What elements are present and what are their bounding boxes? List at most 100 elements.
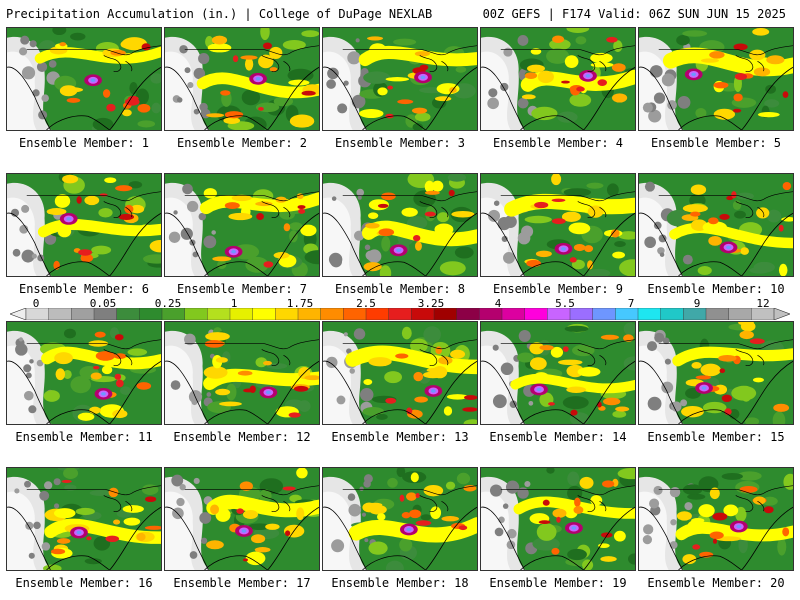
green-blotch xyxy=(259,489,272,503)
orange-blotch xyxy=(611,93,628,103)
heavy-core xyxy=(265,390,271,395)
us-canada-border xyxy=(26,485,161,496)
green-blotch xyxy=(84,558,102,565)
yellow-band xyxy=(361,220,477,247)
gray-blotch xyxy=(206,392,212,397)
orange-blotch xyxy=(137,103,151,113)
orange-blotch xyxy=(395,353,409,359)
yellow-blotch xyxy=(214,504,237,510)
ensemble-map-panel-18 xyxy=(322,467,478,571)
orange-blotch xyxy=(94,331,106,338)
green-blotch xyxy=(304,250,319,265)
colorbar-tick-label: 3.25 xyxy=(417,297,445,310)
gray-blotch xyxy=(337,103,348,114)
ensemble-map-panel-6 xyxy=(6,173,162,277)
coastline xyxy=(639,212,683,276)
yellow-blotch xyxy=(561,211,581,222)
precip-map xyxy=(7,174,161,276)
yellow-blotch xyxy=(778,263,788,276)
gray-blotch xyxy=(653,221,662,230)
gray-blotch xyxy=(654,332,665,343)
ensemble-map-panel-4 xyxy=(480,27,636,131)
yellow-blotch xyxy=(101,365,113,375)
green-blotch xyxy=(612,410,627,418)
red-blotch xyxy=(298,208,306,214)
orange-blotch xyxy=(610,229,620,238)
yellow-blotch xyxy=(752,377,764,383)
yellow-blotch xyxy=(527,64,545,73)
yellow-blotch xyxy=(691,362,702,369)
yellow-blotch xyxy=(289,114,315,128)
colorbar-segment xyxy=(592,308,616,320)
orange-blotch xyxy=(102,89,111,98)
yellow-blotch xyxy=(288,79,310,86)
orange-blotch xyxy=(210,504,219,515)
red-blotch xyxy=(118,213,135,220)
gulf-coast xyxy=(362,555,426,570)
yellow-blotch xyxy=(446,394,469,400)
gray-blotch xyxy=(179,45,188,54)
red-blotch xyxy=(464,395,477,400)
colorbar-segment xyxy=(48,308,72,320)
yellow-blotch xyxy=(77,412,95,421)
red-blotch xyxy=(606,36,618,43)
us-canada-border xyxy=(658,45,793,56)
yellow-blotch xyxy=(682,554,697,565)
gray-blotch xyxy=(179,483,186,491)
coastline xyxy=(639,66,683,130)
orange-blotch xyxy=(753,67,771,77)
gray-blotch xyxy=(36,61,48,72)
orange-blotch xyxy=(415,241,422,251)
green-blotch xyxy=(248,523,271,530)
yellow-blotch xyxy=(368,502,383,507)
orange-blotch xyxy=(699,551,714,558)
colorbar-segment xyxy=(252,308,276,320)
orange-blotch xyxy=(108,487,119,498)
ensemble-map-panel-10 xyxy=(638,173,794,277)
red-blotch xyxy=(141,43,151,51)
colorbar-right-arrow xyxy=(773,308,790,320)
green-blotch xyxy=(736,192,754,200)
yellow-blotch xyxy=(385,77,410,82)
red-blotch xyxy=(712,512,728,521)
gray-blotch xyxy=(20,35,30,45)
yellow-blotch xyxy=(577,367,601,377)
yellow-blotch xyxy=(205,332,230,341)
green-blotch xyxy=(143,254,161,264)
green-blotch xyxy=(737,471,762,481)
yellow-blotch xyxy=(698,504,715,518)
ensemble-member-label: Ensemble Member: 2 xyxy=(176,136,308,150)
green-blotch xyxy=(120,386,132,395)
gray-blotch xyxy=(330,255,343,268)
ensemble-member-label: Ensemble Member: 17 xyxy=(173,576,311,590)
yellow-blotch xyxy=(566,386,587,394)
gray-blotch xyxy=(506,528,517,539)
yellow-blotch xyxy=(713,108,736,120)
red-blotch xyxy=(293,385,309,392)
orange-blotch xyxy=(378,228,395,237)
heavy-core xyxy=(536,387,542,392)
precip-map xyxy=(323,468,477,570)
red-blotch xyxy=(413,235,421,242)
gulf-coast xyxy=(204,555,268,570)
orange-blotch xyxy=(414,396,428,403)
gulf-coast xyxy=(46,409,110,424)
green-blotch xyxy=(437,212,450,223)
red-blotch xyxy=(538,520,551,525)
gray-blotch xyxy=(517,35,529,46)
red-blotch xyxy=(114,373,122,380)
orange-blotch xyxy=(782,181,792,191)
gray-blotch xyxy=(184,67,191,74)
orange-blotch xyxy=(573,506,584,514)
orange-blotch xyxy=(551,547,560,555)
precip-map xyxy=(323,322,477,424)
heavy-core xyxy=(76,530,82,535)
green-blotch xyxy=(396,468,406,478)
yellow-blotch xyxy=(273,251,290,259)
precip-map xyxy=(481,174,635,276)
heavy-core xyxy=(100,392,106,396)
red-blotch xyxy=(597,79,607,86)
red-blotch xyxy=(712,538,718,544)
gray-blotch xyxy=(170,380,181,390)
yellow-blotch xyxy=(681,405,704,418)
